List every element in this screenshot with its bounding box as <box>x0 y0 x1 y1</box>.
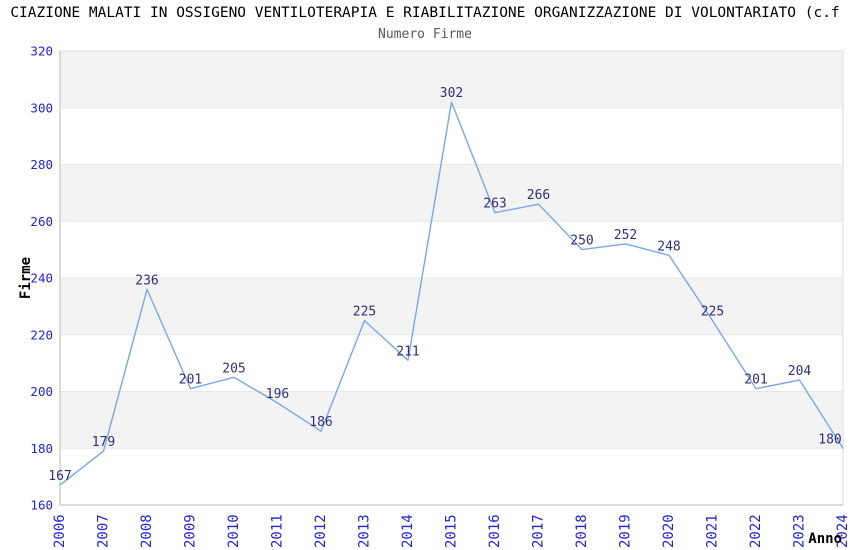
x-tick-label: 2010 <box>226 514 242 548</box>
data-point-label: 180 <box>818 432 841 447</box>
data-point-label: 225 <box>353 305 376 320</box>
x-tick-label: 2018 <box>574 514 590 548</box>
grid-band <box>60 278 843 335</box>
y-tick-label: 220 <box>30 327 53 342</box>
y-tick-label: 320 <box>30 44 53 59</box>
grid-band <box>60 51 843 108</box>
data-point-label: 201 <box>179 373 202 388</box>
data-point-label: 266 <box>527 188 550 203</box>
data-point-label: 167 <box>48 469 71 484</box>
y-tick-label: 200 <box>30 384 53 399</box>
x-tick-label: 2007 <box>96 514 112 548</box>
x-tick-label: 2017 <box>531 514 547 548</box>
data-point-label: 196 <box>266 387 289 402</box>
x-tick-label: 2019 <box>618 514 634 548</box>
y-tick-label: 260 <box>30 214 53 229</box>
y-tick-label: 300 <box>30 100 53 115</box>
data-point-label: 205 <box>222 361 245 376</box>
data-point-label: 250 <box>570 234 593 249</box>
x-tick-label: 2008 <box>139 514 155 548</box>
data-point-label: 263 <box>483 197 506 212</box>
x-tick-label: 2021 <box>705 514 721 548</box>
grid-band <box>60 107 843 165</box>
grid-band <box>60 448 843 505</box>
x-axis-title: Anno <box>808 531 842 547</box>
x-tick-label: 2020 <box>661 514 677 548</box>
data-point-label: 179 <box>92 435 115 450</box>
data-point-label: 236 <box>135 273 158 288</box>
x-tick-label: 2023 <box>792 514 808 548</box>
grid-band <box>60 334 843 392</box>
data-point-label: 211 <box>396 344 419 359</box>
x-tick-label: 2022 <box>748 514 764 548</box>
y-tick-label: 160 <box>30 498 53 513</box>
x-tick-label: 2006 <box>52 514 68 548</box>
x-tick-label: 2011 <box>270 514 286 548</box>
grid-band <box>60 391 843 449</box>
x-tick-label: 2013 <box>357 514 373 548</box>
series-line <box>59 101 844 486</box>
x-tick-label: 2024 <box>835 514 850 548</box>
data-point-label: 204 <box>788 364 812 379</box>
x-tick-label: 2016 <box>487 514 503 548</box>
chart-subtitle: Numero Firme <box>378 27 472 42</box>
data-point-label: 248 <box>657 239 680 254</box>
grid-band <box>60 221 843 278</box>
data-point-label: 302 <box>440 86 463 101</box>
x-tick-label: 2015 <box>444 514 460 548</box>
x-tick-label: 2009 <box>183 514 199 548</box>
grid-band <box>60 164 843 222</box>
data-point-label: 201 <box>744 373 767 388</box>
data-point-label: 186 <box>309 415 332 430</box>
y-tick-label: 280 <box>30 157 53 172</box>
y-tick-label: 180 <box>30 441 53 456</box>
data-point-label: 225 <box>701 305 724 320</box>
data-point-label: 252 <box>614 228 637 243</box>
y-tick-label: 240 <box>30 271 53 286</box>
x-tick-label: 2014 <box>400 514 416 548</box>
x-tick-label: 2012 <box>313 514 329 548</box>
chart-title: CIAZIONE MALATI IN OSSIGENO VENTILOTERAP… <box>10 5 840 21</box>
